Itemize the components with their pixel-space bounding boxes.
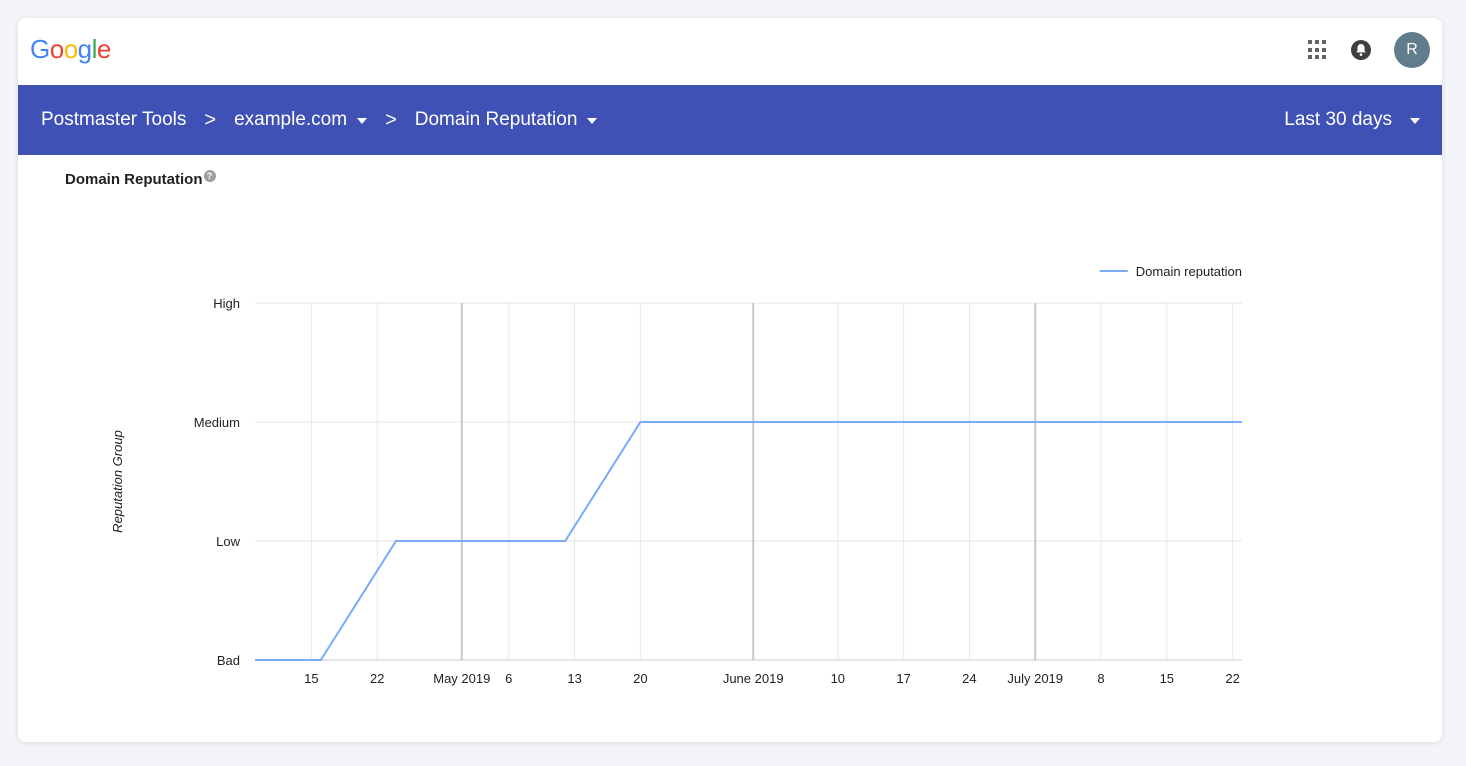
x-tick-label: 15 [1160,671,1174,686]
series-line [255,421,1242,661]
x-tick-label: June 2019 [723,671,784,686]
section-title-text: Domain Reputation [65,171,203,188]
top-bar: Google R [18,18,1442,85]
date-range-label: Last 30 days [1284,109,1392,130]
y-tick-label: Medium [194,415,240,430]
x-tick-label: 17 [896,671,910,686]
chevron-right-icon: > [385,108,397,131]
nav-bar: Postmaster Tools > example.com > Domain … [18,85,1442,155]
x-tick-label: 22 [1225,671,1239,686]
caret-down-icon [1410,118,1420,124]
caret-down-icon [357,118,368,124]
logo-letter: g [77,34,92,64]
x-tick-label: May 2019 [433,671,490,686]
crumb-domain-label: example.com [234,109,348,130]
logo-letter: o [63,34,78,64]
crumb-postmaster-tools[interactable]: Postmaster Tools [41,109,186,131]
chevron-right-icon: > [204,108,217,131]
help-icon[interactable]: ? [203,169,216,182]
logo-letter: e [96,34,111,64]
main-card: Google R Postmaster Tools > example.com [18,18,1442,742]
logo-letter: o [49,34,64,64]
y-axis-title: Reputation Group [110,430,125,533]
google-logo[interactable]: Google [30,34,111,65]
x-tick-label: 8 [1097,671,1104,686]
y-tick-label: Bad [217,653,240,668]
x-tick-label: 22 [370,671,384,686]
reputation-chart: Bad Low Medium High 15 22 May 2019 6 13 20 June 20… [110,264,1242,686]
crumb-postmaster-tools-label: Postmaster Tools [41,109,187,130]
x-tick-label: 24 [962,671,976,686]
x-tick-label: 6 [505,671,512,686]
caret-down-icon [587,118,598,124]
x-tick-label: 15 [304,671,318,686]
crumb-domain-select[interactable]: example.com [234,109,368,131]
y-tick-label: Low [216,534,240,549]
date-range-select[interactable]: Last 30 days [1284,85,1420,155]
y-tick-label: High [213,296,240,311]
x-tick-label: July 2019 [1007,671,1063,686]
crumb-dashboard-label: Domain Reputation [414,109,578,130]
bell-icon[interactable] [1350,39,1372,61]
legend-label: Domain reputation [1136,264,1242,279]
logo-letter: G [30,34,50,64]
x-tick-label: 13 [567,671,581,686]
crumb-dashboard-select[interactable]: Domain Reputation [415,109,598,131]
x-tick-label: 10 [831,671,845,686]
apps-grid-icon[interactable] [1308,40,1328,60]
user-avatar[interactable]: R [1394,32,1430,68]
breadcrumb: Postmaster Tools > example.com > Domain … [18,108,598,132]
top-icons: R [1308,32,1430,68]
x-tick-label: 20 [633,671,647,686]
logo-letter: l [91,34,98,64]
section-title: Domain Reputation ? [65,169,216,188]
